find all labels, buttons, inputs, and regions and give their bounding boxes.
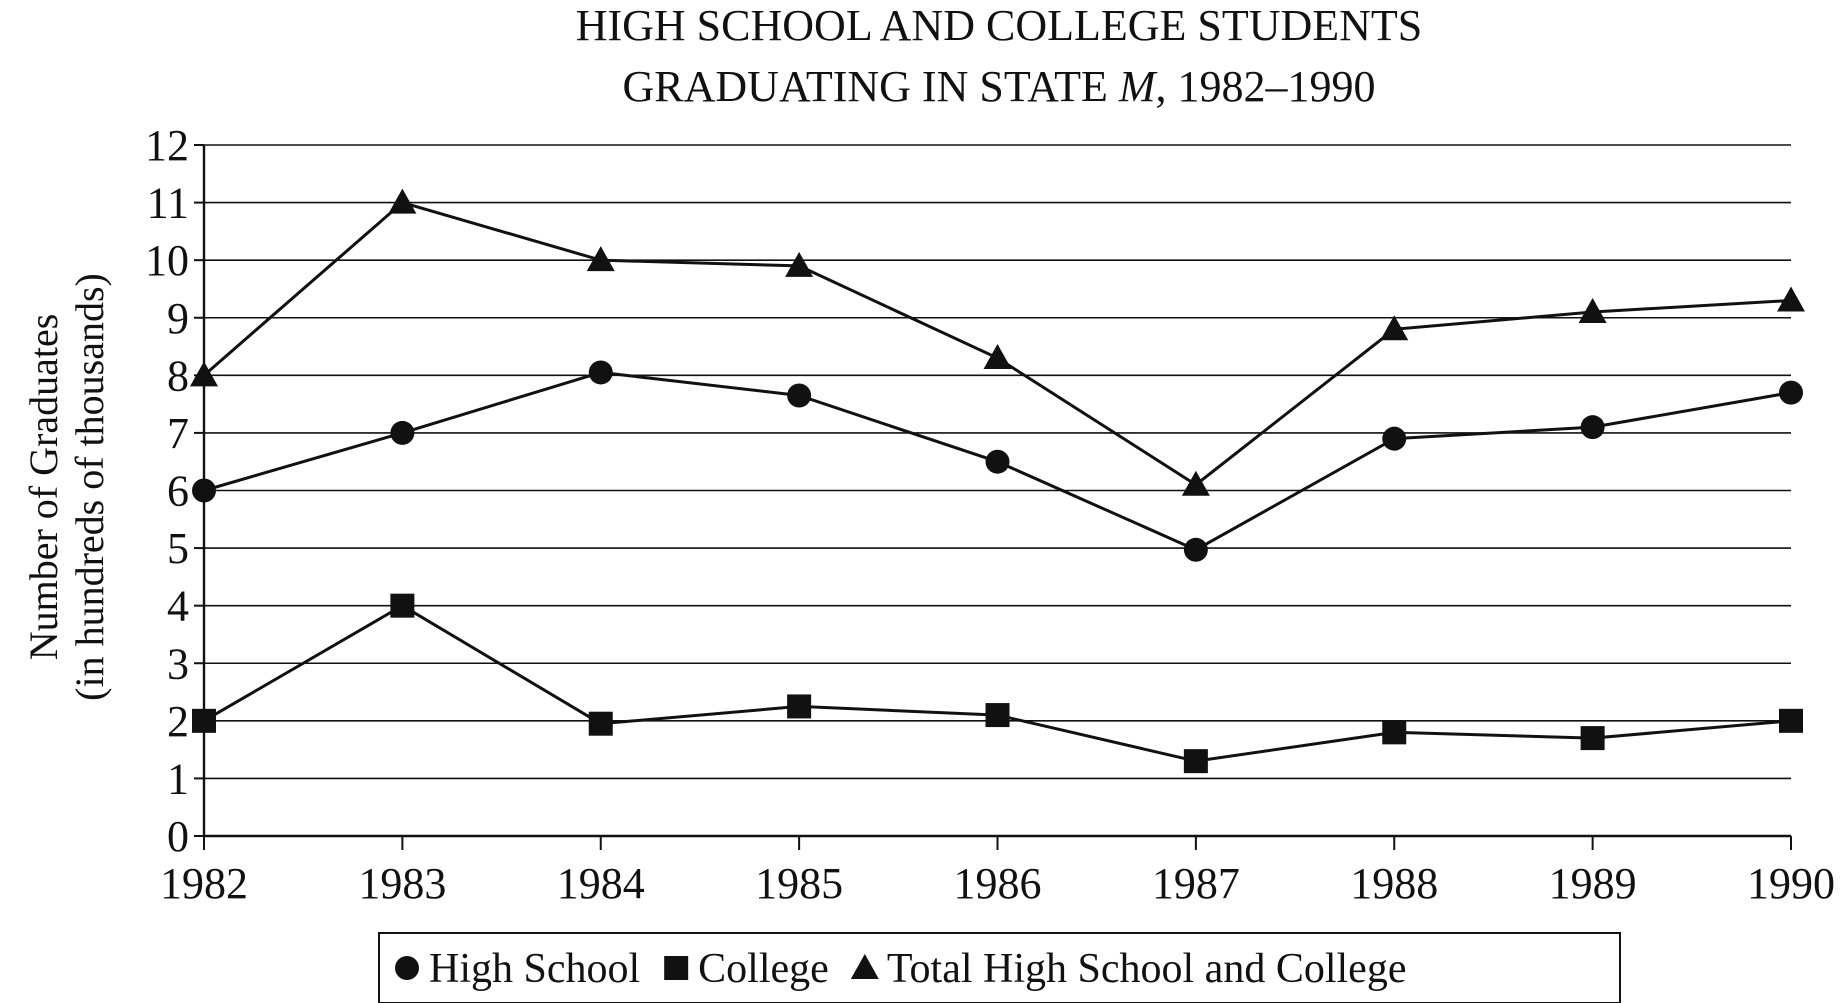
x-tick-labels: 1982 1983 1984 1985 1986 1987 1988 1989 1990 (160, 859, 1835, 908)
legend: High School College Total High School and … (378, 932, 1621, 1003)
y-tick-label: 2 (167, 697, 189, 746)
data-point-high-school (985, 449, 1010, 474)
y-tick-label: 0 (167, 812, 189, 861)
legend-label-high-school: High School (429, 946, 640, 992)
data-point-high-school (1382, 426, 1407, 451)
data-point-college (1183, 749, 1208, 774)
data-point-college (985, 703, 1010, 728)
x-tick-label: 1982 (160, 859, 248, 908)
y-tick-label: 1 (167, 754, 189, 803)
legend-item-college: College (664, 946, 829, 992)
chart-title-line-2: GRADUATING IN STATE M, 1982–1990 (623, 62, 1376, 111)
legend-box (378, 932, 1621, 1003)
data-point-total-high-school-and-college (1380, 315, 1409, 341)
legend-marker-college (664, 956, 689, 980)
y-tick-label: 5 (167, 524, 189, 573)
legend-label-college: College (698, 946, 829, 992)
y-tick-label: 11 (147, 179, 189, 228)
series-line-total-high-school-and-college (203, 200, 1792, 487)
data-point-total-high-school-and-college (983, 344, 1012, 370)
data-point-total-high-school-and-college (1578, 297, 1607, 323)
y-axis-label-line-1: Number of Graduates (21, 314, 66, 661)
data-point-college (192, 708, 216, 733)
y-tick-label: 7 (167, 409, 189, 458)
grid-lines (204, 144, 1791, 780)
data-point-college (787, 694, 812, 719)
data-point-high-school (787, 383, 812, 408)
data-point-total-high-school-and-college (785, 251, 814, 277)
data-point-college (1580, 726, 1605, 751)
x-tick-label: 1987 (1152, 859, 1240, 908)
data-point-high-school (192, 478, 216, 503)
data-point-college (1382, 720, 1407, 745)
data-point-high-school (588, 360, 613, 385)
chart-title-line-2-suffix: , 1982–1990 (1156, 62, 1376, 111)
legend-label-total-high-school-and-college: Total High School and College (887, 946, 1407, 992)
legend-marker-high-school (395, 956, 419, 980)
legend-marker-total-high-school-and-college (850, 954, 879, 979)
axes (194, 144, 1792, 850)
data-point-college (588, 711, 613, 736)
y-tick-label: 12 (145, 121, 189, 170)
data-point-high-school (1779, 380, 1803, 405)
y-tick-label: 9 (167, 294, 189, 343)
x-tick-label: 1986 (954, 859, 1042, 908)
data-point-high-school (1580, 415, 1605, 440)
y-tick-label: 8 (167, 351, 189, 400)
data-point-total-high-school-and-college (1777, 286, 1805, 312)
x-tick-label: 1988 (1350, 859, 1438, 908)
x-tick-label: 1985 (755, 859, 843, 908)
x-tick-label: 1983 (358, 859, 446, 908)
data-point-college (1779, 708, 1803, 733)
series-high-school (192, 360, 1803, 562)
y-axis-label-line-2: (in hundreds of thousands) (67, 273, 112, 701)
y-tick-label: 4 (167, 582, 189, 631)
legend-item-total-high-school-and-college: Total High School and College (850, 946, 1407, 992)
y-tick-label: 10 (145, 236, 189, 285)
data-point-college (390, 593, 415, 618)
chart-title-line-1: HIGH SCHOOL AND COLLEGE STUDENTS (576, 1, 1423, 50)
y-tick-label: 3 (167, 639, 189, 688)
data-point-total-high-school-and-college (1181, 470, 1210, 496)
series-lines (190, 188, 1805, 774)
legend-item-high-school: High School (395, 946, 640, 992)
chart-title-line-2-prefix: GRADUATING IN STATE (623, 62, 1119, 111)
data-point-total-high-school-and-college (586, 246, 615, 272)
data-point-high-school (1183, 537, 1208, 562)
data-point-total-high-school-and-college (388, 188, 417, 214)
y-tick-label: 6 (167, 467, 189, 516)
series-college (192, 593, 1803, 774)
data-point-total-high-school-and-college (190, 361, 218, 387)
x-tick-label: 1984 (557, 859, 645, 908)
data-point-high-school (390, 420, 415, 445)
x-tick-label: 1989 (1549, 859, 1637, 908)
chart-title-line-2-italic: M (1118, 62, 1158, 111)
x-tick-label: 1990 (1747, 859, 1835, 908)
series-total-high-school-and-college (190, 188, 1805, 496)
series-line-college (203, 603, 1792, 763)
